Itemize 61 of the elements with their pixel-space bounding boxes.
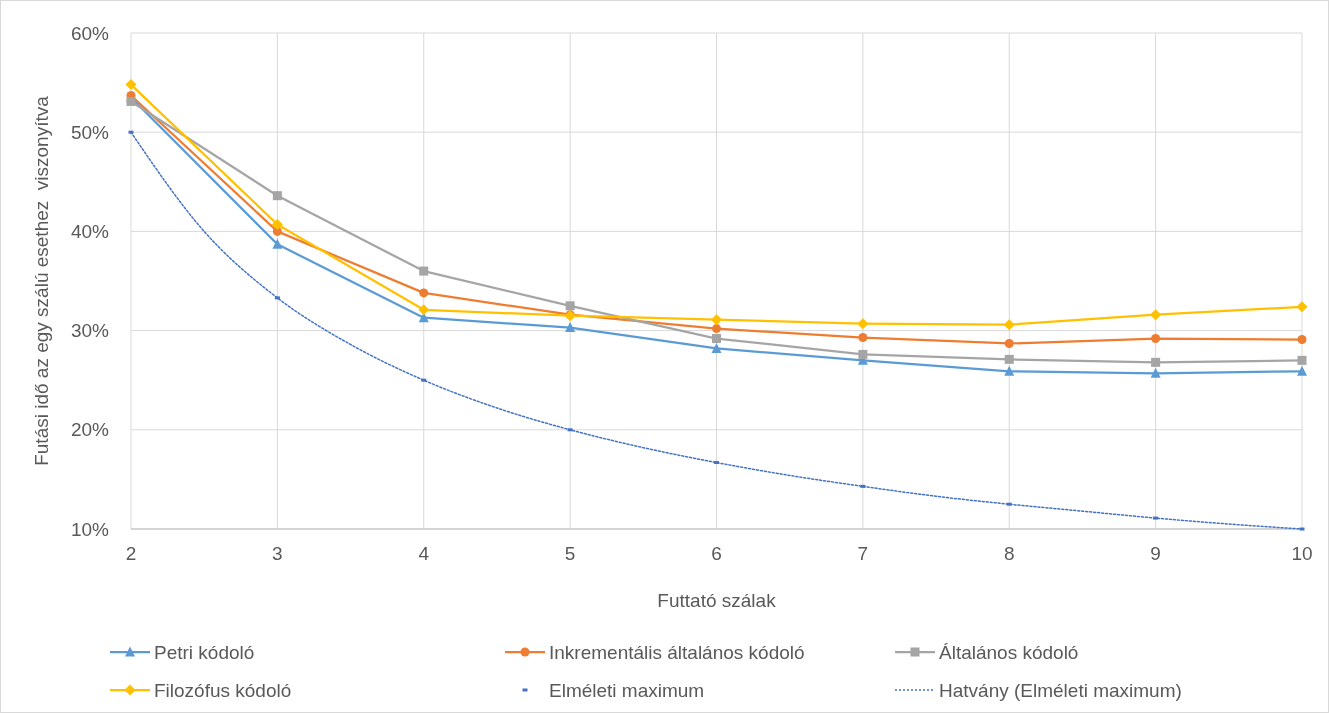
point: [857, 318, 869, 330]
point: [1003, 319, 1015, 331]
point: [1150, 367, 1161, 378]
point: [128, 130, 134, 134]
x-tick-label: 8: [1003, 543, 1015, 564]
point: [565, 322, 576, 333]
point: [1004, 354, 1014, 364]
x-axis-title: Futtató szálak: [657, 590, 777, 611]
legend-label: Hatvány (Elméleti maximum): [939, 679, 1182, 701]
legend-label: Elméleti maximum: [549, 679, 705, 701]
point: [860, 484, 866, 488]
point: [418, 304, 430, 316]
point: [1299, 527, 1305, 531]
x-tick-label: 9: [1150, 543, 1161, 564]
point: [858, 349, 868, 359]
point: [714, 461, 719, 465]
point: [1297, 355, 1307, 365]
y-tick-label: 30%: [70, 320, 110, 342]
x-tick-label: 2: [125, 543, 137, 564]
point: [858, 333, 868, 343]
point: [125, 79, 137, 91]
point: [1296, 301, 1308, 313]
point: [1150, 309, 1162, 321]
point: [419, 288, 429, 298]
point: [126, 96, 136, 106]
x-tick-label: 3: [272, 543, 283, 564]
point: [712, 324, 721, 334]
point: [565, 301, 575, 311]
legend-label: Általános kódoló: [939, 641, 1079, 663]
point: [1151, 357, 1161, 367]
legend-label: Petri kódoló: [154, 641, 255, 663]
point: [274, 296, 280, 300]
x-tick-label: 5: [564, 543, 576, 564]
point: [271, 218, 283, 230]
y-tick-label: 40%: [70, 221, 110, 243]
legend-label: Inkrementális általános kódoló: [549, 641, 805, 663]
point: [711, 342, 722, 353]
y-tick-label: 20%: [70, 419, 110, 441]
x-tick-label: 6: [711, 543, 722, 564]
point: [1151, 334, 1161, 344]
y-axis-title: Futási idő az egy szálú esethez viszonyítva: [31, 95, 52, 466]
point: [711, 314, 722, 326]
x-tick-label: 4: [418, 543, 430, 564]
point: [272, 191, 282, 201]
y-tick-label: 60%: [70, 22, 110, 44]
point: [1006, 502, 1012, 506]
legend-label: Filozófus kódoló: [154, 679, 292, 701]
point: [1004, 339, 1014, 348]
point: [567, 428, 573, 432]
point: [1297, 335, 1307, 345]
point: [419, 266, 429, 276]
point: [712, 334, 721, 344]
point: [1153, 516, 1159, 520]
x-tick-label: 10: [1291, 543, 1313, 564]
point: [1297, 365, 1307, 376]
y-tick-label: 50%: [70, 121, 110, 143]
x-tick-label: 7: [857, 543, 869, 564]
point: [421, 378, 427, 382]
point: [1004, 365, 1015, 376]
y-tick-label: 10%: [70, 518, 110, 540]
point: [272, 238, 283, 249]
